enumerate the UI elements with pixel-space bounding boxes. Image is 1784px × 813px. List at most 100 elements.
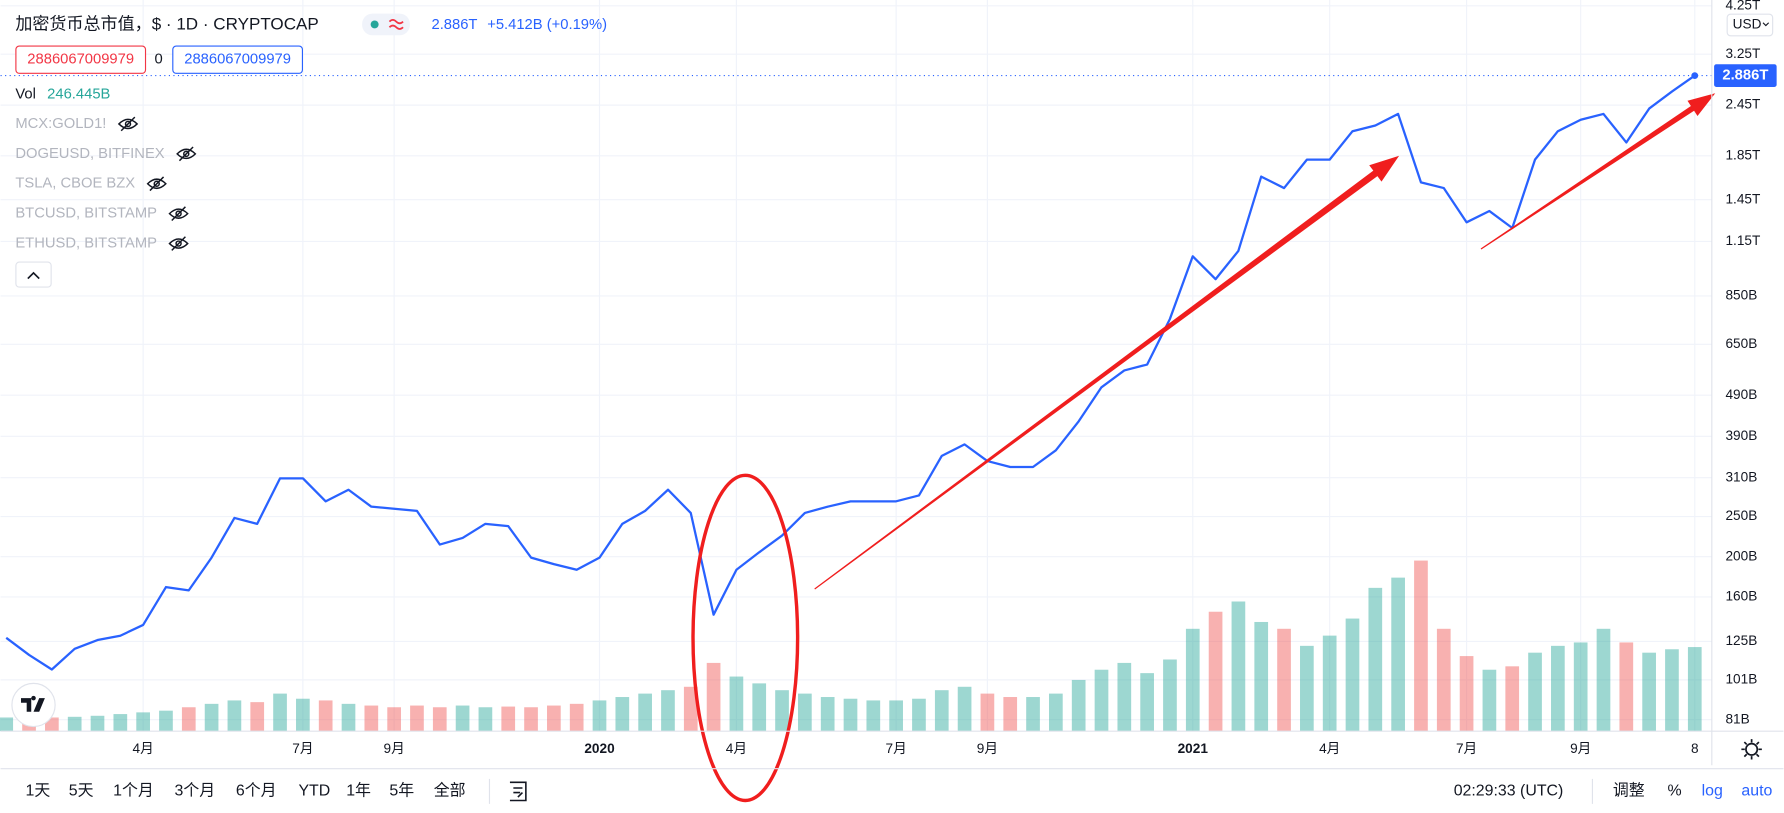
volume-bar xyxy=(318,700,333,732)
y-tick-label: 490B xyxy=(1725,387,1757,402)
range-button[interactable]: 3个月 xyxy=(175,782,216,800)
volume-bar xyxy=(1459,656,1474,732)
hidden-study[interactable]: TSLA, CBOE BZX xyxy=(15,176,135,192)
volume-bar xyxy=(1026,697,1040,732)
volume-bar xyxy=(478,707,493,732)
volume-bar xyxy=(501,706,516,732)
volume-bar xyxy=(159,710,173,732)
visibility-icon[interactable] xyxy=(146,176,167,192)
sell-button[interactable] xyxy=(15,45,147,74)
price-axis: 4.25T 3.25T 2.45T 1.85T 1.45T 1.15T 850B 650B 49… xyxy=(1725,0,1761,726)
volume-bar xyxy=(820,697,835,732)
volume-bar xyxy=(181,707,196,732)
arrow-annotation xyxy=(1480,93,1716,250)
volume-bar xyxy=(1345,618,1360,732)
gear-teeth xyxy=(1741,739,1762,760)
grid xyxy=(0,0,1712,732)
volume-bar xyxy=(592,700,607,732)
price-change: +5.412B (+0.19%) xyxy=(487,17,607,33)
volume-bar xyxy=(729,676,744,732)
volume-bar xyxy=(410,705,424,732)
visibility-pupil xyxy=(153,180,160,187)
x-tick-label: 9月 xyxy=(384,741,405,756)
collapse-button[interactable] xyxy=(15,261,52,288)
volume-bar xyxy=(432,707,447,732)
y-tick-label: 850B xyxy=(1725,288,1757,303)
visibility-icon[interactable] xyxy=(117,116,139,132)
volume-bar xyxy=(1391,577,1405,732)
x-tick-label: 4月 xyxy=(1319,741,1340,756)
volume-bar xyxy=(364,705,379,732)
y-tick-label: 650B xyxy=(1725,336,1757,351)
visibility-pupil xyxy=(183,150,190,158)
currency: USD xyxy=(1733,17,1762,32)
symbol-title[interactable]: 加密货币总市值，$ · 1D · CRYPTOCAP xyxy=(15,15,318,34)
volume-bar xyxy=(1117,662,1132,732)
range-button[interactable]: 5年 xyxy=(389,782,414,800)
volume-bar xyxy=(296,698,310,732)
range-buttons: 1天 5天 1个月 3个月 6个月 YTD 1年 5年 全部 xyxy=(26,782,466,800)
volume-bar xyxy=(204,703,219,732)
range-button[interactable]: 5天 xyxy=(69,783,94,800)
volume-bar xyxy=(90,715,105,732)
volume-bar xyxy=(889,700,903,732)
volume-bar xyxy=(615,697,630,732)
spread: 0 xyxy=(154,52,162,68)
volume-bar xyxy=(0,717,14,732)
hidden-study[interactable]: ETHUSD, BITSTAMP xyxy=(15,235,157,251)
y-tick-label: 4.25T xyxy=(1725,0,1761,12)
hidden-study[interactable]: BTCUSD, BITSTAMP xyxy=(15,206,157,222)
clock[interactable]: 02:29:33 (UTC) xyxy=(1454,783,1564,800)
logo-mark xyxy=(21,695,45,712)
volume-bar xyxy=(1185,628,1200,732)
volume-bar xyxy=(273,693,287,732)
log-button[interactable]: log xyxy=(1702,783,1723,800)
x-tick-label: 2021 xyxy=(1178,741,1209,756)
volume-bar xyxy=(1482,669,1497,732)
volume-bar xyxy=(843,698,858,732)
range-button[interactable]: 6个月 xyxy=(236,782,277,800)
volume-bar xyxy=(1049,693,1063,732)
volume-bar xyxy=(912,698,926,732)
y-tick-label: 310B xyxy=(1725,469,1757,484)
y-tick-label: 101B xyxy=(1725,671,1757,686)
volume-bar xyxy=(1414,560,1428,732)
last-price: 2.886T xyxy=(431,17,477,33)
adjust-button[interactable]: 调整 xyxy=(1613,782,1645,800)
percent-button[interactable]: % xyxy=(1667,783,1681,800)
buy-button[interactable] xyxy=(172,45,304,74)
circle-annotation xyxy=(691,473,800,803)
volume-bar xyxy=(1573,642,1588,732)
visibility-icon[interactable] xyxy=(176,146,197,162)
range-button[interactable]: YTD xyxy=(298,783,330,800)
currency-button[interactable] xyxy=(1726,13,1774,37)
volume-bar xyxy=(1596,628,1611,732)
volume-bar xyxy=(1003,697,1018,732)
logo[interactable] xyxy=(11,682,56,728)
range-button[interactable]: 全部 xyxy=(434,782,466,800)
volume-bar xyxy=(798,693,812,732)
range-button[interactable]: 1年 xyxy=(346,782,371,800)
x-tick-label: 2020 xyxy=(584,741,615,756)
volume-bar xyxy=(1163,659,1177,732)
auto-button[interactable]: auto xyxy=(1741,783,1772,800)
hidden-study[interactable]: MCX:GOLD1! xyxy=(15,116,106,132)
status-badge[interactable] xyxy=(362,13,410,36)
hidden-study[interactable]: DOGEUSD, BITFINEX xyxy=(15,146,164,162)
visibility-icon[interactable] xyxy=(168,236,189,251)
volume-bar xyxy=(1368,587,1383,732)
volume-bar xyxy=(569,703,584,732)
volume-bar xyxy=(1505,666,1520,732)
settings-icon[interactable] xyxy=(1741,739,1762,760)
x-tick-label: 4月 xyxy=(726,741,747,756)
range-button[interactable]: 1天 xyxy=(26,783,51,800)
volume-bar xyxy=(113,714,128,732)
y-tick-label: 160B xyxy=(1725,589,1757,604)
visibility-icon[interactable] xyxy=(168,206,189,221)
range-button[interactable]: 1个月 xyxy=(113,782,154,800)
volume-label: Vol xyxy=(15,86,36,102)
volume-bar xyxy=(341,703,356,732)
price-label-box xyxy=(1714,64,1777,87)
date-range-icon[interactable] xyxy=(509,781,527,802)
